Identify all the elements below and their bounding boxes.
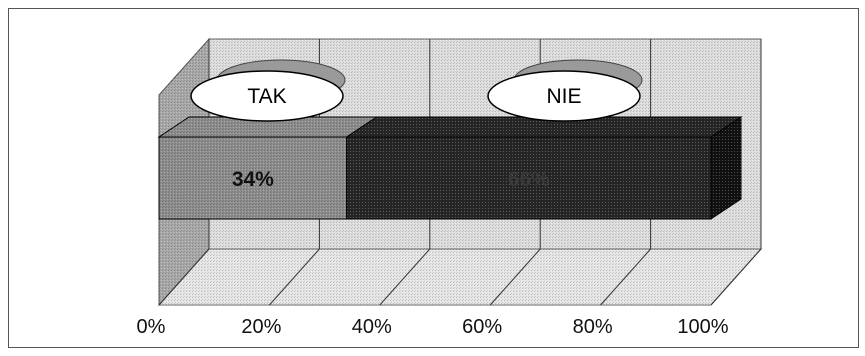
bar-side-texture (711, 117, 741, 219)
floor-texture (159, 249, 761, 305)
data-labels: 34% 66% (232, 168, 550, 191)
bar-top-texture (159, 117, 377, 137)
legend-label-tak: TAK (247, 85, 286, 108)
floor-gridline-0 (158, 248, 210, 306)
floor-gridline-3 (489, 248, 541, 306)
x-tick-label-5: 100% (677, 316, 728, 338)
data-label-nie: 66% (508, 168, 550, 191)
data-label-tak: 34% (232, 168, 274, 191)
floor-gridline-2 (379, 248, 431, 306)
bar-front-texture (346, 137, 711, 219)
x-tick-label-3: 60% (462, 316, 502, 338)
legend-oval (190, 70, 344, 122)
bars (157, 116, 743, 220)
x-tick-label-2: 40% (352, 316, 392, 338)
legend: TAK NIE (190, 59, 643, 122)
legend-item-nie: NIE (487, 59, 643, 122)
legend-oval (487, 70, 641, 122)
x-axis-ticks: 0% 20% 40% 60% 80% 100% (137, 316, 729, 338)
floor-gridline-1 (269, 248, 320, 306)
bar-chart: 34% 66% TAK NIE 0% 20% 40% 60% 80% 100% (137, 37, 763, 338)
bar-top-texture (346, 117, 741, 137)
x-tick-label-0: 0% (137, 316, 166, 338)
floor-gridline-5 (710, 248, 762, 306)
legend-label-nie: NIE (546, 85, 581, 108)
x-tick-label-4: 80% (573, 316, 613, 338)
legend-item-tak: TAK (190, 59, 346, 122)
bar-nie (345, 116, 743, 220)
bar-tak (157, 116, 379, 220)
x-tick-label-1: 20% (241, 316, 281, 338)
floor-gridline-4 (600, 248, 651, 306)
bar-front-texture (159, 137, 347, 219)
chart-frame: 34% 66% TAK NIE 0% 20% 40% 60% 80% 100% (8, 8, 859, 348)
